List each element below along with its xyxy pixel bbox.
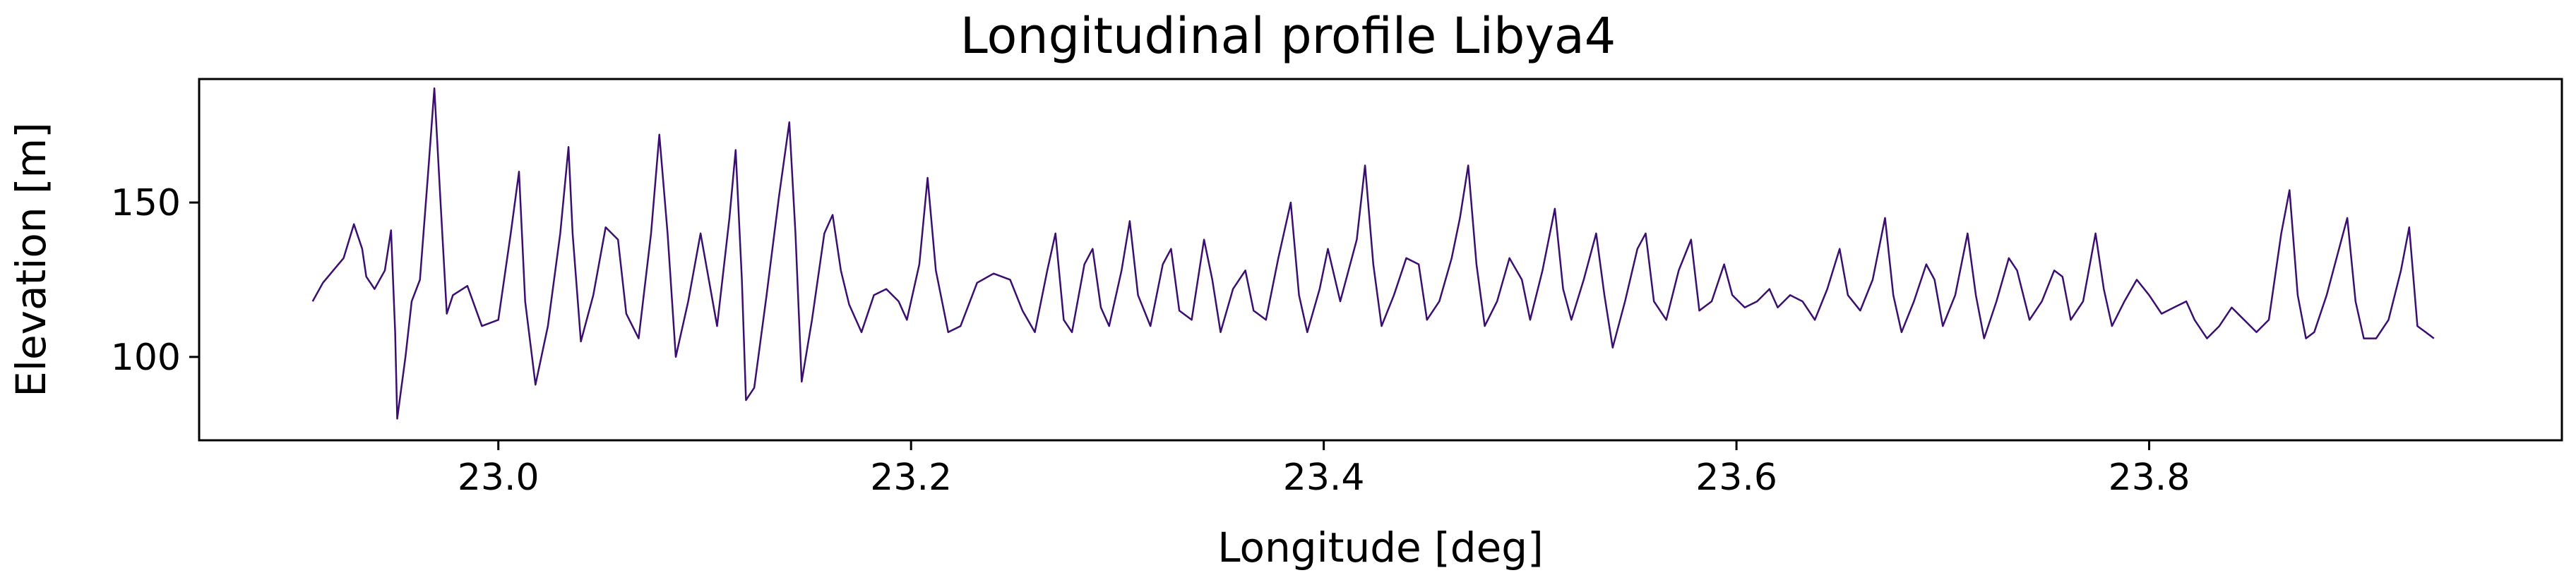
plot-frame — [198, 78, 2563, 442]
x-tick-label: 23.4 — [1283, 457, 1365, 499]
x-tick-label: 23.0 — [458, 457, 539, 499]
x-axis-label: Longitude [deg] — [1217, 524, 1543, 572]
line-layer — [311, 87, 2435, 420]
y-axis-ticks: 100 150 — [111, 182, 199, 379]
chart-title: Longitudinal profile Libya4 — [960, 7, 1616, 65]
series-line — [311, 87, 2435, 420]
y-tick-label: 100 — [111, 337, 181, 379]
x-tick-label: 23.2 — [870, 457, 952, 499]
x-tick-label: 23.8 — [2109, 457, 2190, 499]
x-axis-ticks: 23.0 23.2 23.4 23.6 23.8 — [458, 440, 2190, 499]
y-axis-label: Elevation [m] — [7, 122, 55, 397]
x-tick-label: 23.6 — [1695, 457, 1777, 499]
y-tick-label: 150 — [111, 182, 181, 224]
